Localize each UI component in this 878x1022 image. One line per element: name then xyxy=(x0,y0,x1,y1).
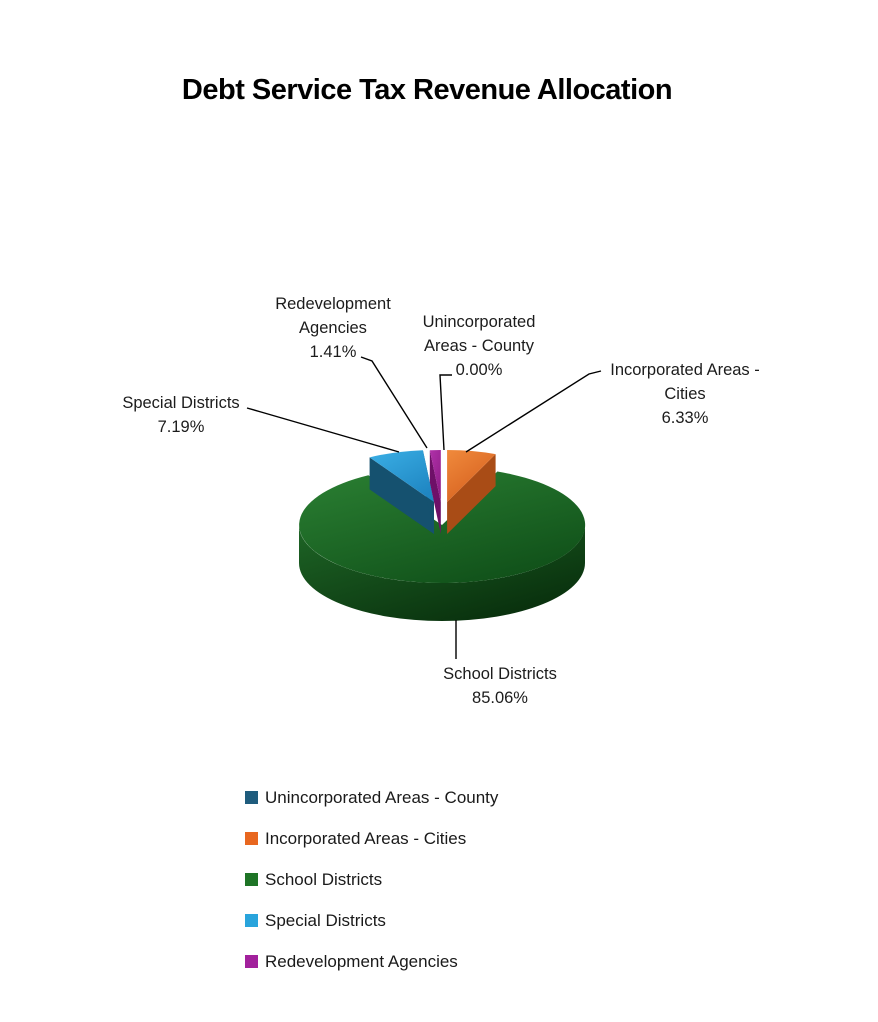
leader-line-unincorporated-county xyxy=(439,374,452,451)
pie-slice-side-school-districts[interactable] xyxy=(299,525,585,621)
callout-redevelopment-agencies: Redevelopment Agencies 1.41% xyxy=(275,295,391,361)
callout-incorporated-cities: Incorporated Areas - Cities 6.33% xyxy=(610,361,760,427)
callout-school-districts: School Districts 85.06% xyxy=(443,665,557,707)
legend-item-label: Special Districts xyxy=(265,910,386,930)
legend-item-label: School Districts xyxy=(265,869,383,889)
legend-item-special-districts[interactable]: Special Districts xyxy=(245,910,498,930)
leader-line-incorporated-cities xyxy=(465,370,602,453)
legend-item-label: Redevelopment Agencies xyxy=(265,951,458,971)
pie-slice-side-special-districts[interactable] xyxy=(369,457,434,534)
legend-item-school-districts[interactable]: School Districts xyxy=(245,869,498,889)
legend-item-unincorporated-areas-county[interactable]: Unincorporated Areas - County xyxy=(245,787,499,807)
callout-special-districts: Special Districts 7.19% xyxy=(122,394,240,436)
legend-item-redevelopment-agencies[interactable]: Redevelopment Agencies xyxy=(245,951,498,971)
pie-slice-special-districts[interactable] xyxy=(369,450,434,502)
leader-line-redevelopment-agencies xyxy=(360,356,428,449)
chart-legend: Unincorporated Areas - County Incorporate… xyxy=(245,787,499,971)
legend-item-label: Unincorporated Areas - County xyxy=(265,787,499,807)
legend-color-swatch xyxy=(245,914,258,927)
callout-unincorporated-county: Unincorporated Areas - County 0.00% xyxy=(422,313,536,379)
legend-color-swatch xyxy=(245,955,258,968)
pie-slice-redevelopment-agencies[interactable] xyxy=(429,449,441,502)
leader-lines-layer xyxy=(246,356,602,659)
legend-color-swatch xyxy=(245,832,258,845)
chart-title: Debt Service Tax Revenue Allocation xyxy=(181,74,673,106)
pie-slice-school-districts[interactable] xyxy=(299,471,586,583)
pie-slice-side-incorporated-areas-cities[interactable] xyxy=(447,454,496,534)
pie-slice-side-redevelopment-agencies[interactable] xyxy=(429,450,441,534)
pie-slices-layer xyxy=(299,449,586,621)
legend-color-swatch xyxy=(245,873,258,886)
legend-item-incorporated-areas-cities[interactable]: Incorporated Areas - Cities xyxy=(245,828,498,848)
pie-slice-incorporated-areas-cities[interactable] xyxy=(447,450,496,502)
legend-color-swatch xyxy=(245,791,258,804)
legend-item-label: Incorporated Areas - Cities xyxy=(265,828,467,848)
leader-line-special-districts xyxy=(246,407,400,453)
